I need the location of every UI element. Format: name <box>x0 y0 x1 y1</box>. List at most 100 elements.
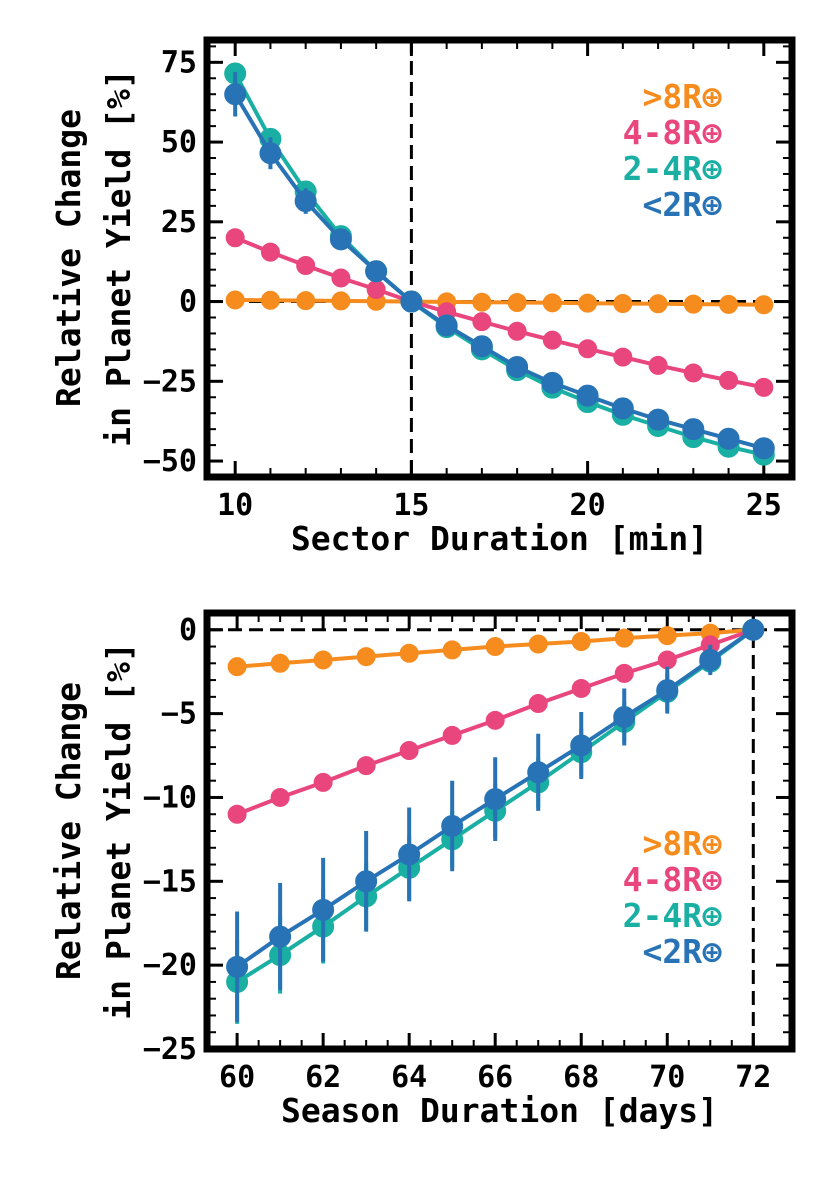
series-line-r4to8 <box>234 235 765 390</box>
data-point-r4to8 <box>648 355 668 375</box>
data-point-gt8 <box>227 657 247 677</box>
data-point-gt8 <box>296 291 316 311</box>
data-point-r4to8 <box>614 663 634 683</box>
series-gt8 <box>227 620 763 677</box>
series-gt8 <box>225 290 774 315</box>
legend-entry-r2to4: 2-4R⊕ <box>623 149 722 188</box>
data-point-gt8 <box>260 290 280 310</box>
panel-sector-duration: 10 15 20 25 −50 −25 0 25 50 75 Sector Duration [mi… <box>49 36 796 558</box>
series-lt2 <box>226 618 765 1023</box>
data-point-lt2 <box>355 870 378 893</box>
y-tick-label: −15 <box>143 864 197 899</box>
data-point-lt2 <box>400 290 423 313</box>
data-point-r4to8 <box>683 363 703 383</box>
data-point-r4to8 <box>578 339 598 359</box>
data-point-gt8 <box>528 634 548 654</box>
data-point-r4to8 <box>331 268 351 288</box>
data-point-lt2 <box>259 142 282 165</box>
series-line-lt2 <box>233 93 765 451</box>
data-point-lt2 <box>484 788 507 811</box>
y-tick-label: −50 <box>143 444 197 479</box>
y-tick-label: 50 <box>161 125 197 160</box>
y-tick-label: −5 <box>161 697 197 732</box>
data-point-gt8 <box>571 632 591 652</box>
data-point-lt2 <box>312 898 335 921</box>
data-point-lt2 <box>398 843 421 866</box>
data-point-r4to8 <box>225 228 245 248</box>
data-point-lt2 <box>435 314 458 337</box>
data-point-lt2 <box>365 260 388 283</box>
data-point-lt2 <box>570 734 593 757</box>
x-axis-label: Season Duration [days] <box>281 1091 718 1130</box>
y-tick-label: −25 <box>143 364 197 399</box>
data-point-lt2 <box>682 418 705 441</box>
x-axis-label: Sector Duration [min] <box>291 519 708 558</box>
data-point-lt2 <box>656 679 679 702</box>
data-point-r4to8 <box>296 256 316 276</box>
series-lt2 <box>224 71 775 460</box>
data-point-lt2 <box>224 83 247 106</box>
series-line-r2to4 <box>233 72 765 457</box>
data-point-r4to8 <box>270 787 290 807</box>
data-point-gt8 <box>399 643 419 663</box>
data-point-gt8 <box>648 294 668 314</box>
data-point-lt2 <box>470 335 493 358</box>
data-point-r4to8 <box>542 330 562 350</box>
data-point-lt2 <box>576 384 599 407</box>
data-point-lt2 <box>611 397 634 420</box>
axes-frame <box>203 609 796 1053</box>
x-tick-label: 62 <box>305 1060 341 1095</box>
data-point-gt8 <box>578 293 598 313</box>
data-point-lt2 <box>541 371 564 394</box>
data-point-gt8 <box>613 293 633 313</box>
data-point-lt2 <box>506 355 529 378</box>
data-point-gt8 <box>356 647 376 667</box>
data-point-r4to8 <box>571 678 591 698</box>
data-point-lt2 <box>742 618 765 641</box>
data-point-r4to8 <box>485 710 505 730</box>
x-tick-label: 10 <box>217 488 253 523</box>
data-point-lt2 <box>613 705 636 728</box>
y-tick-label: 0 <box>179 285 197 320</box>
plot-area <box>226 618 765 1024</box>
data-point-gt8 <box>683 294 703 314</box>
data-point-lt2 <box>699 648 722 671</box>
x-tick-label: 66 <box>477 1060 513 1095</box>
plot-area <box>224 62 775 466</box>
y-axis-label-line1: Relative Change <box>49 109 88 407</box>
data-point-r4to8 <box>442 725 462 745</box>
y-axis-label-line2: in Planet Yield [%] <box>99 642 138 1020</box>
x-tick-label: 25 <box>746 488 782 523</box>
data-point-r4to8 <box>366 279 386 299</box>
data-point-r4to8 <box>613 347 633 367</box>
y-axis-label-line1: Relative Change <box>49 682 88 980</box>
x-tick-label: 15 <box>393 488 429 523</box>
data-point-gt8 <box>472 292 492 312</box>
data-point-lt2 <box>717 427 740 450</box>
data-point-gt8 <box>754 295 774 315</box>
data-point-r4to8 <box>399 741 419 761</box>
data-point-lt2 <box>647 408 670 431</box>
legend-entry-gt8: >8R⊕ <box>643 77 723 116</box>
data-point-gt8 <box>485 637 505 657</box>
data-point-gt8 <box>719 294 739 314</box>
data-point-r4to8 <box>472 312 492 332</box>
data-point-r4to8 <box>356 756 376 776</box>
x-tick-label: 70 <box>649 1060 685 1095</box>
data-point-r4to8 <box>754 377 774 397</box>
data-point-gt8 <box>507 293 527 313</box>
data-point-lt2 <box>226 955 249 978</box>
legend-entry-r2to4: 2-4R⊕ <box>623 896 722 935</box>
y-tick-label: −10 <box>143 780 197 815</box>
data-point-r4to8 <box>528 694 548 714</box>
y-tick-label: −25 <box>143 1032 197 1067</box>
y-tick-label: 0 <box>179 613 197 648</box>
data-point-gt8 <box>542 293 562 313</box>
legend-entry-lt2: <2R⊕ <box>643 932 723 971</box>
data-point-lt2 <box>527 761 550 784</box>
y-axis-label-line2: in Planet Yield [%] <box>99 69 138 447</box>
x-tick-label: 64 <box>391 1060 427 1095</box>
series-r4to8 <box>225 228 774 397</box>
series-line-gt8 <box>235 298 764 307</box>
